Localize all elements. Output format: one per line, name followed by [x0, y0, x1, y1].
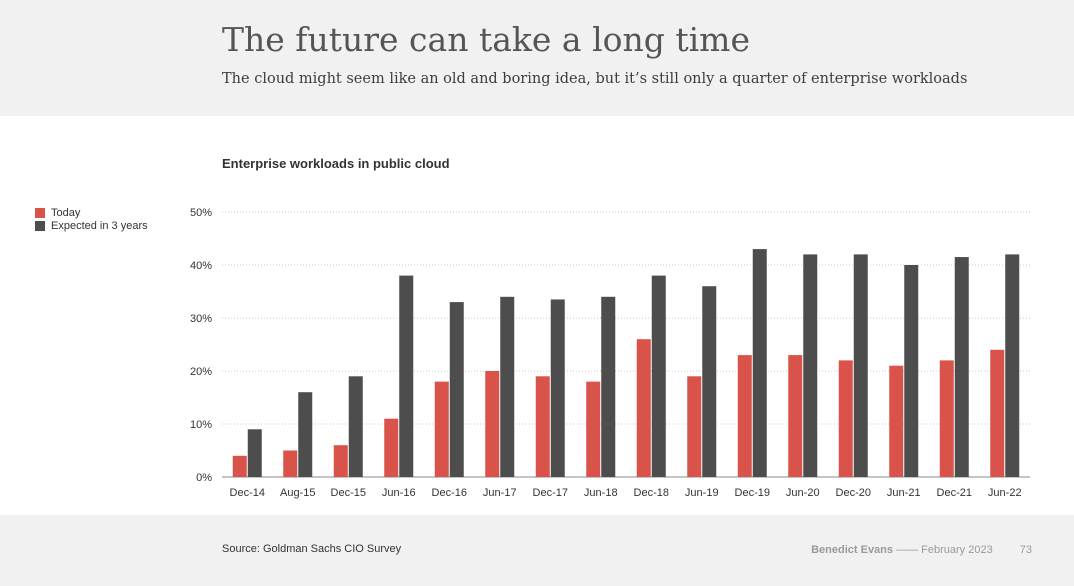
bar-today [384, 418, 399, 477]
bar-today [687, 376, 702, 477]
y-tick-label: 0% [196, 472, 212, 484]
bar-today [990, 349, 1005, 477]
x-tick-label: Jun-21 [887, 487, 921, 499]
page-subtitle: The cloud might seem like an old and bor… [222, 71, 968, 87]
bar-today [838, 360, 853, 477]
bar-today [889, 365, 904, 477]
header-band: The future can take a long time The clou… [0, 0, 1074, 116]
x-tick-label: Aug-15 [280, 487, 315, 499]
bar-today [535, 376, 550, 477]
credits: Benedict Evans —— February 2023 73 [811, 544, 1032, 556]
x-tick-label: Dec-15 [331, 487, 366, 499]
bar-expected [853, 254, 868, 477]
bar-expected [752, 249, 767, 477]
y-tick-label: 10% [190, 419, 212, 431]
bar-today [788, 355, 803, 477]
x-tick-label: Jun-22 [988, 487, 1022, 499]
bar-expected [954, 257, 969, 477]
legend-label-expected: Expected in 3 years [51, 219, 148, 232]
bar-today [434, 381, 449, 477]
bar-expected [1005, 254, 1020, 477]
bar-today [939, 360, 954, 477]
page-title: The future can take a long time [222, 20, 750, 59]
bar-expected [651, 275, 666, 477]
bar-expected [449, 302, 464, 477]
x-tick-label: Jun-16 [382, 487, 416, 499]
legend-item-today: Today [35, 206, 148, 219]
chart-title: Enterprise workloads in public cloud [222, 156, 450, 171]
x-tick-label: Dec-19 [735, 487, 770, 499]
bar-today [636, 339, 651, 477]
legend-swatch-expected [35, 220, 45, 231]
bar-expected [399, 275, 414, 477]
x-tick-label: Jun-18 [584, 487, 618, 499]
page-number: 73 [1019, 544, 1032, 556]
credit-separator: —— [896, 544, 919, 556]
bar-expected [803, 254, 818, 477]
bar-expected [298, 392, 313, 477]
x-tick-label: Jun-19 [685, 487, 719, 499]
x-tick-label: Dec-18 [634, 487, 669, 499]
bar-today [737, 355, 752, 477]
legend-item-expected: Expected in 3 years [35, 219, 148, 232]
bar-expected [550, 299, 565, 477]
bar-expected [601, 296, 616, 477]
x-tick-label: Dec-16 [432, 487, 467, 499]
x-tick-label: Jun-20 [786, 487, 820, 499]
bar-today [232, 455, 247, 477]
y-tick-label: 50% [190, 207, 212, 219]
chart-legend: Today Expected in 3 years [35, 206, 148, 232]
x-tick-label: Dec-17 [533, 487, 568, 499]
y-tick-label: 30% [190, 313, 212, 325]
y-tick-label: 20% [190, 366, 212, 378]
bar-today [333, 445, 348, 477]
bar-expected [348, 376, 363, 477]
footer-band [0, 515, 1074, 586]
bar-expected [904, 265, 919, 477]
y-tick-label: 40% [190, 260, 212, 272]
legend-swatch-today [35, 207, 45, 218]
bar-today [586, 381, 601, 477]
source-note: Source: Goldman Sachs CIO Survey [222, 543, 402, 555]
x-tick-label: Dec-21 [937, 487, 972, 499]
footer-date: February 2023 [921, 544, 993, 556]
x-tick-label: Jun-17 [483, 487, 517, 499]
x-tick-label: Dec-20 [836, 487, 871, 499]
bar-expected [702, 286, 717, 477]
author-name: Benedict Evans [811, 544, 894, 556]
bar-today [485, 371, 500, 477]
x-tick-label: Dec-14 [230, 487, 265, 499]
bar-today [283, 450, 298, 477]
bar-expected [247, 429, 262, 477]
legend-label-today: Today [51, 206, 81, 219]
bar-expected [500, 296, 515, 477]
